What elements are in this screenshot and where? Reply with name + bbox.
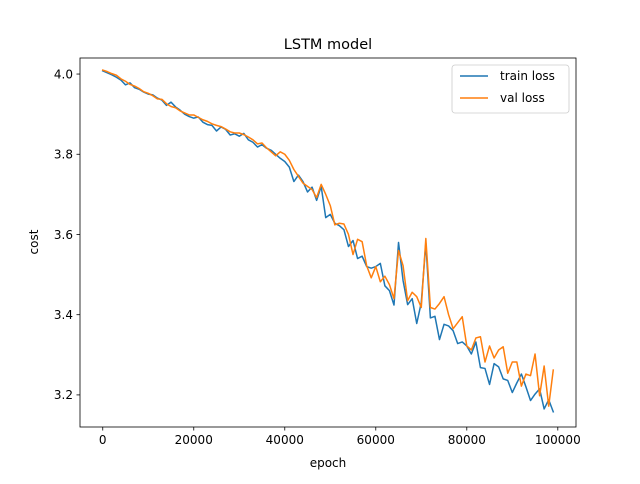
- x-tick-label: 100000: [535, 433, 581, 447]
- x-tick-label: 60000: [357, 433, 395, 447]
- x-axis-label: epoch: [310, 456, 347, 470]
- series-line-val-loss: [101, 69, 555, 407]
- x-tick-label: 40000: [266, 433, 304, 447]
- legend-label-train-loss: train loss: [500, 69, 555, 83]
- x-axis: 0 20000 40000 60000 80000 100000: [99, 427, 581, 447]
- x-tick-label: 80000: [448, 433, 486, 447]
- y-tick-label: 4.0: [54, 67, 73, 81]
- y-tick-label: 3.8: [54, 148, 73, 162]
- x-tick-label: 0: [99, 433, 107, 447]
- y-axis-label: cost: [27, 229, 41, 254]
- y-tick-label: 3.4: [54, 308, 73, 322]
- plot-frame: [79, 57, 577, 428]
- series-layer: [101, 69, 555, 413]
- x-tick-label: 20000: [175, 433, 213, 447]
- legend: train loss val loss: [451, 64, 570, 114]
- legend-box: [451, 64, 570, 114]
- y-tick-label: 3.2: [54, 388, 73, 402]
- y-axis: 3.2 3.4 3.6 3.8 4.0: [54, 67, 80, 402]
- y-tick-label: 3.6: [54, 228, 73, 242]
- legend-label-val-loss: val loss: [500, 91, 545, 105]
- chart-title: LSTM model: [284, 37, 372, 53]
